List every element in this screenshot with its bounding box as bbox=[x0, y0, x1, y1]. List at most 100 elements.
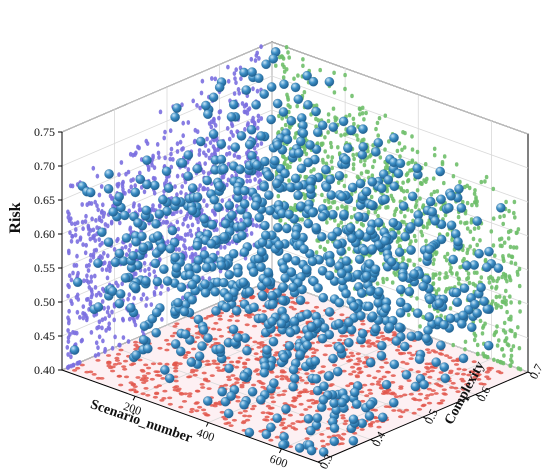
floor-projection-point bbox=[398, 415, 404, 419]
floor-projection-point bbox=[408, 368, 414, 372]
back-wall-projection-point bbox=[492, 357, 496, 362]
back-wall-projection-point bbox=[443, 275, 447, 280]
back-wall-projection-point bbox=[475, 203, 479, 208]
back-wall-projection-point bbox=[444, 258, 449, 263]
back-wall-projection-point bbox=[362, 162, 367, 168]
floor-projection-point bbox=[486, 377, 492, 381]
floor-projection-point bbox=[219, 369, 225, 372]
floor-projection-point bbox=[354, 375, 361, 379]
left-wall-projection-point bbox=[175, 173, 180, 179]
floor-projection-point bbox=[164, 348, 170, 352]
floor-projection-point bbox=[304, 437, 310, 440]
data-point bbox=[163, 183, 174, 193]
data-point bbox=[103, 237, 114, 247]
floor-projection-point bbox=[425, 394, 431, 397]
back-wall-projection-point bbox=[378, 155, 383, 160]
left-wall-projection-point bbox=[97, 334, 102, 340]
data-point bbox=[386, 257, 397, 267]
data-point bbox=[329, 423, 340, 433]
floor-projection-point bbox=[375, 336, 381, 339]
floor-projection-point bbox=[279, 377, 285, 381]
back-wall-projection-point bbox=[440, 160, 445, 165]
left-wall-projection-point bbox=[141, 292, 146, 297]
back-wall-projection-point bbox=[401, 255, 405, 261]
left-wall-projection-point bbox=[227, 136, 232, 142]
data-point bbox=[395, 297, 406, 308]
data-point bbox=[407, 191, 418, 202]
back-wall-projection-point bbox=[511, 344, 516, 349]
back-wall-projection-point bbox=[504, 298, 508, 304]
back-wall-projection-point bbox=[321, 160, 326, 165]
data-point bbox=[321, 164, 331, 175]
back-wall-projection-point bbox=[502, 213, 506, 219]
back-wall-projection-point bbox=[391, 198, 396, 203]
back-wall-projection-point bbox=[281, 154, 285, 159]
x-tick-label: 400 bbox=[195, 425, 217, 444]
data-point bbox=[306, 445, 317, 456]
floor-projection-point bbox=[307, 405, 313, 409]
data-point bbox=[170, 339, 181, 349]
left-wall-projection-point bbox=[213, 123, 218, 128]
back-wall-projection-point bbox=[372, 159, 377, 164]
floor-projection-point bbox=[157, 346, 163, 350]
left-wall-projection-point bbox=[175, 219, 180, 225]
left-wall-projection-point bbox=[210, 152, 214, 158]
data-point bbox=[248, 267, 259, 277]
data-point bbox=[85, 187, 96, 198]
data-point bbox=[457, 319, 467, 329]
floor-projection-point bbox=[383, 361, 389, 365]
floor-projection-point bbox=[204, 363, 210, 366]
back-wall-projection-point bbox=[504, 336, 509, 341]
data-point bbox=[228, 249, 239, 259]
data-point bbox=[167, 225, 178, 236]
left-wall-projection-point bbox=[181, 133, 185, 139]
back-wall-projection-point bbox=[509, 260, 514, 265]
back-wall-projection-point bbox=[466, 271, 471, 276]
floor-projection-point bbox=[245, 418, 251, 422]
data-point bbox=[282, 223, 292, 234]
left-wall-projection-point bbox=[200, 78, 205, 84]
data-point bbox=[406, 245, 416, 255]
data-point bbox=[201, 100, 211, 111]
data-point bbox=[211, 306, 221, 316]
floor-projection-point bbox=[181, 400, 188, 403]
left-wall-projection-point bbox=[244, 194, 248, 200]
data-point bbox=[307, 256, 318, 267]
data-point bbox=[150, 258, 161, 269]
data-point bbox=[348, 414, 359, 425]
back-wall-projection-point bbox=[429, 192, 434, 197]
back-wall-projection-point bbox=[424, 179, 428, 184]
left-wall-projection-point bbox=[166, 286, 170, 292]
data-point bbox=[251, 100, 261, 110]
left-wall-projection-point bbox=[157, 155, 161, 160]
back-wall-projection-point bbox=[445, 251, 450, 257]
floor-projection-point bbox=[348, 382, 354, 386]
back-wall-projection-point bbox=[400, 147, 404, 152]
data-point bbox=[254, 73, 264, 83]
floor-projection-point bbox=[190, 368, 196, 372]
floor-projection-point bbox=[167, 402, 173, 406]
floor-projection-point bbox=[340, 416, 346, 420]
left-wall-projection-point bbox=[93, 273, 97, 279]
back-wall-projection-point bbox=[491, 278, 496, 283]
back-wall-projection-point bbox=[286, 97, 291, 102]
floor-projection-point bbox=[466, 373, 472, 377]
floor-projection-point bbox=[438, 371, 444, 374]
data-point bbox=[406, 331, 417, 342]
floor-projection-point bbox=[342, 422, 348, 426]
floor-projection-point bbox=[476, 378, 482, 381]
left-wall-projection-point bbox=[67, 273, 72, 279]
back-wall-projection-point bbox=[280, 62, 285, 67]
floor-projection-point bbox=[486, 366, 492, 370]
floor-projection-point bbox=[209, 374, 215, 377]
back-wall-projection-point bbox=[349, 215, 354, 220]
data-points bbox=[69, 47, 506, 457]
back-wall-projection-point bbox=[376, 226, 381, 231]
left-wall-projection-point bbox=[158, 291, 163, 296]
left-wall-projection-point bbox=[93, 285, 98, 290]
floor-projection-point bbox=[281, 427, 287, 430]
back-wall-projection-point bbox=[513, 332, 517, 337]
floor-projection-point bbox=[353, 362, 359, 366]
floor-projection-point bbox=[279, 423, 285, 427]
